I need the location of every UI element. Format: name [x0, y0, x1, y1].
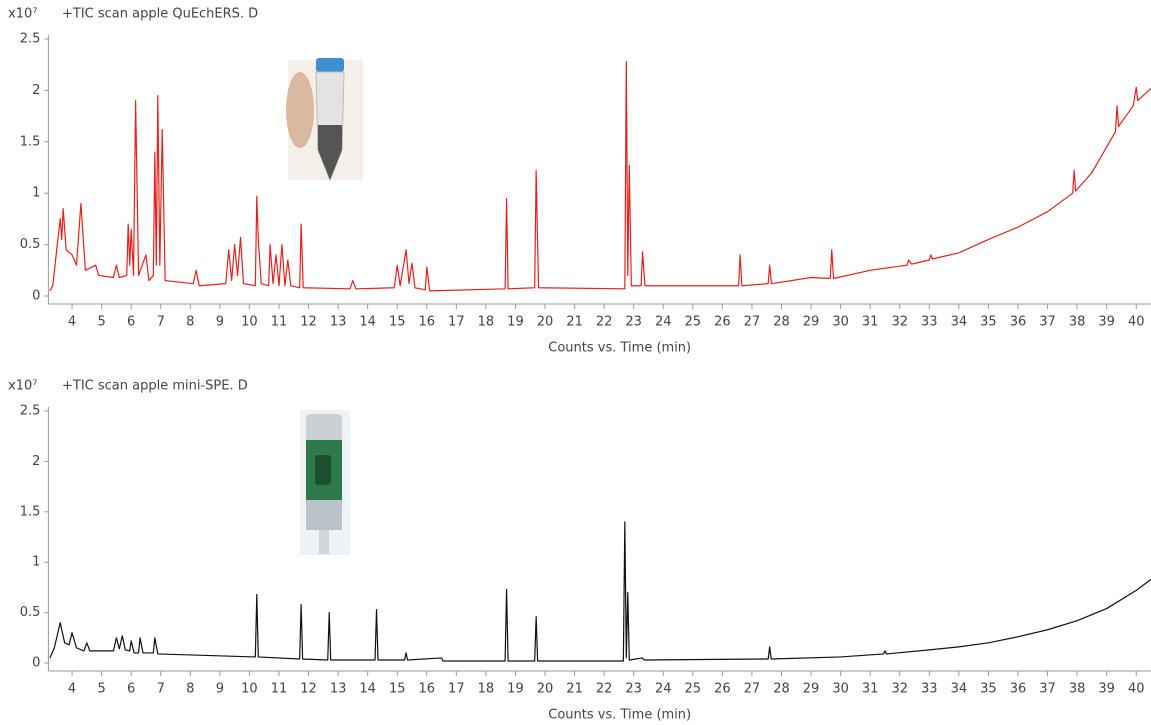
- x-tick-label: 40: [1128, 315, 1145, 330]
- x-tick-label: 25: [685, 682, 702, 697]
- x-tick-label: 18: [478, 682, 495, 697]
- x-axis-label: Counts vs. Time (min): [548, 341, 691, 356]
- x-tick-label: 11: [271, 315, 288, 330]
- x-tick-label: 15: [389, 682, 406, 697]
- x-tick-label: 36: [1010, 315, 1027, 330]
- x-tick-label: 34: [951, 315, 968, 330]
- x-tick-label: 28: [773, 315, 790, 330]
- x-tick-label: 10: [241, 682, 258, 697]
- x-tick-label: 5: [97, 682, 105, 697]
- chromatogram-figure: x10⁷ +TIC scan apple QuEchERS. D 0 0.5 1 1.5 2…: [0, 0, 1151, 725]
- x-tick-label: 23: [625, 682, 642, 697]
- x-tick-label: 16: [418, 682, 435, 697]
- y-tick-label: 2.5: [20, 32, 41, 47]
- y-tick-label: 0: [32, 656, 40, 671]
- x-tick-label: 23: [625, 315, 642, 330]
- x-tick-label: 38: [1069, 682, 1086, 697]
- x-tick-label: 35: [980, 315, 997, 330]
- x-tick-label: 13: [330, 682, 347, 697]
- x-tick-label: 26: [714, 682, 731, 697]
- panel-title: +TIC scan apple mini-SPE. D: [62, 379, 248, 394]
- x-tick-label: 4: [68, 315, 76, 330]
- x-tick-label: 14: [359, 315, 376, 330]
- panel-title: +TIC scan apple QuEchERS. D: [62, 7, 258, 22]
- x-tick-label: 24: [655, 682, 672, 697]
- x-tick-label: 16: [418, 315, 435, 330]
- x-tick-label: 6: [127, 315, 135, 330]
- x-tick-label: 26: [714, 315, 731, 330]
- x-tick-label: 29: [803, 315, 820, 330]
- x-tick-label: 14: [359, 682, 376, 697]
- y-tick-label: 2: [32, 454, 40, 469]
- x-tick-label: 27: [744, 682, 761, 697]
- tube-illustration: [286, 58, 363, 180]
- tic-trace: [50, 522, 1151, 661]
- x-tick-label: 18: [478, 315, 495, 330]
- x-tick-label: 10: [241, 315, 258, 330]
- cartridge-illustration: [300, 410, 350, 555]
- x-tick-label: 32: [891, 315, 908, 330]
- x-tick-label: 17: [448, 315, 465, 330]
- x-tick-label: 8: [186, 682, 194, 697]
- x-tick-label: 30: [832, 315, 849, 330]
- x-tick-label: 13: [330, 315, 347, 330]
- x-tick-label: 9: [216, 682, 224, 697]
- x-tick-label: 33: [921, 682, 938, 697]
- x-tick-label: 21: [566, 682, 583, 697]
- y-multiplier: x10⁷: [8, 7, 37, 22]
- x-tick-label: 25: [685, 315, 702, 330]
- x-tick-label: 33: [921, 315, 938, 330]
- x-tick-label: 34: [951, 682, 968, 697]
- tic-trace: [50, 62, 1151, 291]
- x-tick-label: 32: [891, 682, 908, 697]
- x-tick-label: 9: [216, 315, 224, 330]
- x-tick-label: 39: [1098, 682, 1115, 697]
- y-tick-label: 0.5: [20, 237, 41, 252]
- x-tick-label: 4: [68, 682, 76, 697]
- chart-panel: x10⁷ +TIC scan apple QuEchERS. D 0 0.5 1 1.5 2…: [8, 7, 1151, 356]
- x-tick-label: 7: [157, 682, 165, 697]
- x-tick-label: 20: [537, 682, 554, 697]
- x-tick-label: 19: [507, 315, 524, 330]
- x-tick-label: 24: [655, 315, 672, 330]
- x-tick-label: 20: [537, 315, 554, 330]
- x-tick-label: 17: [448, 682, 465, 697]
- x-tick-label: 11: [271, 682, 288, 697]
- y-tick-label: 1.5: [20, 134, 41, 149]
- y-tick-label: 0.5: [20, 605, 41, 620]
- x-tick-label: 37: [1039, 315, 1056, 330]
- x-tick-label: 30: [832, 682, 849, 697]
- x-axis-label: Counts vs. Time (min): [548, 708, 691, 723]
- x-tick-label: 7: [157, 315, 165, 330]
- x-tick-label: 5: [97, 315, 105, 330]
- x-tick-label: 36: [1010, 682, 1027, 697]
- x-tick-label: 37: [1039, 682, 1056, 697]
- y-tick-label: 1: [32, 555, 40, 570]
- x-tick-label: 31: [862, 315, 879, 330]
- x-tick-label: 38: [1069, 315, 1086, 330]
- chart-panel: x10⁷ +TIC scan apple mini-SPE. D 0 0.5 1 1.5 2…: [8, 379, 1151, 723]
- x-tick-label: 12: [300, 682, 317, 697]
- x-tick-label: 28: [773, 682, 790, 697]
- x-tick-label: 8: [186, 315, 194, 330]
- x-tick-label: 12: [300, 315, 317, 330]
- x-tick-label: 40: [1128, 682, 1145, 697]
- x-tick-label: 27: [744, 315, 761, 330]
- y-tick-label: 0: [32, 289, 40, 304]
- x-tick-label: 31: [862, 682, 879, 697]
- x-tick-label: 22: [596, 315, 613, 330]
- y-tick-label: 1.5: [20, 504, 41, 519]
- x-tick-label: 6: [127, 682, 135, 697]
- x-tick-label: 22: [596, 682, 613, 697]
- y-tick-label: 2.5: [20, 404, 41, 419]
- y-multiplier: x10⁷: [8, 379, 37, 394]
- x-tick-label: 39: [1098, 315, 1115, 330]
- x-tick-label: 19: [507, 682, 524, 697]
- x-tick-label: 21: [566, 315, 583, 330]
- x-tick-label: 15: [389, 315, 406, 330]
- y-tick-label: 2: [32, 83, 40, 98]
- x-tick-label: 29: [803, 682, 820, 697]
- x-tick-label: 35: [980, 682, 997, 697]
- y-tick-label: 1: [32, 186, 40, 201]
